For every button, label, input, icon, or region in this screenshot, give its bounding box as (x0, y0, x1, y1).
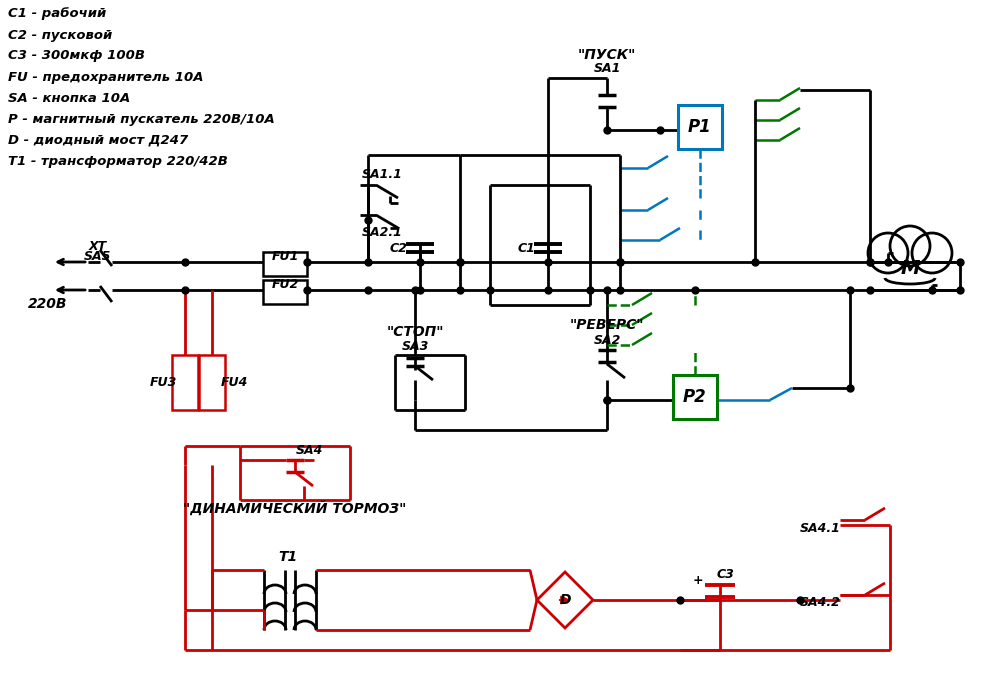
Text: "СТОП": "СТОП" (386, 325, 444, 339)
Text: M: M (900, 258, 920, 278)
Text: "РЕВЕРС": "РЕВЕРС" (570, 318, 644, 332)
Text: C1 - рабочий: C1 - рабочий (8, 8, 106, 20)
Bar (263, 280, 307, 304)
Text: "ДИНАМИЧЕСКИЙ ТОРМОЗ": "ДИНАМИЧЕСКИЙ ТОРМОЗ" (183, 501, 407, 516)
Text: SA4.2: SA4.2 (800, 597, 840, 610)
Text: FU2: FU2 (271, 278, 299, 291)
Text: C2 - пусковой: C2 - пусковой (8, 29, 112, 42)
Text: C3 - 300мкф 100В: C3 - 300мкф 100В (8, 50, 145, 63)
Text: SA1.1: SA1.1 (362, 168, 402, 181)
Bar (678, 105, 722, 149)
Text: P2: P2 (683, 388, 707, 406)
Text: D: D (559, 593, 571, 607)
Text: SA4.1: SA4.1 (800, 522, 840, 535)
Text: FU1: FU1 (271, 250, 299, 263)
Text: SA5: SA5 (84, 250, 112, 263)
Text: "ПУСК": "ПУСК" (578, 48, 636, 62)
Bar (673, 375, 717, 419)
Text: FU - предохранитель 10А: FU - предохранитель 10А (8, 70, 204, 83)
Text: P - магнитный пускатель 220В/10А: P - магнитный пускатель 220В/10А (8, 113, 275, 125)
Bar (263, 252, 307, 276)
Text: T1: T1 (278, 550, 298, 564)
Text: FU3: FU3 (149, 376, 177, 389)
Text: C2: C2 (389, 241, 407, 254)
Text: T1 - трансформатор 220/42В: T1 - трансформатор 220/42В (8, 155, 228, 168)
Text: 220В: 220В (28, 297, 68, 311)
Text: D - диодный мост Д247: D - диодный мост Д247 (8, 134, 188, 147)
Text: SA3: SA3 (401, 340, 429, 353)
Text: C3: C3 (716, 569, 734, 582)
Text: SA2.1: SA2.1 (362, 226, 402, 239)
Text: XT: XT (89, 239, 107, 252)
Text: SA2: SA2 (593, 333, 621, 346)
Text: C1: C1 (517, 241, 535, 254)
Text: SA4: SA4 (296, 443, 324, 456)
Text: SA1: SA1 (593, 61, 621, 74)
Bar (172, 355, 198, 410)
Bar (199, 355, 225, 410)
Text: +: + (693, 574, 703, 587)
Text: SA - кнопка 10А: SA - кнопка 10А (8, 91, 130, 104)
Text: FU4: FU4 (220, 376, 248, 389)
Text: P1: P1 (688, 118, 712, 136)
